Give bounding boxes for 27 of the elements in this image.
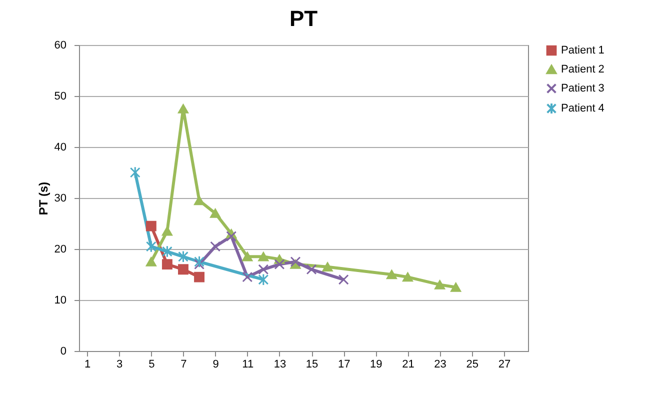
x-tick-label: 21 (402, 358, 414, 370)
y-axis-title: PT (s) (36, 182, 50, 216)
legend-label: Patient 2 (561, 64, 604, 76)
x-tick-label: 17 (338, 358, 350, 370)
y-tick-label: 30 (54, 192, 66, 204)
legend-label: Patient 1 (561, 44, 604, 56)
x-tick-label: 5 (148, 358, 155, 370)
x-tick-label: 13 (274, 358, 286, 370)
y-tick-label: 20 (54, 244, 66, 256)
y-tick-label: 40 (54, 142, 66, 154)
legend-label: Patient 4 (561, 102, 604, 114)
x-tick-label: 25 (466, 358, 478, 370)
y-tick-label: 0 (60, 346, 66, 358)
x-tick-label: 3 (116, 358, 123, 370)
chart-title: PT (289, 6, 318, 31)
x-tick-label: 15 (306, 358, 318, 370)
x-tick-label: 19 (370, 358, 382, 370)
legend-label: Patient 3 (561, 82, 604, 94)
x-tick-label: 11 (242, 358, 254, 370)
y-tick-label: 10 (54, 294, 66, 306)
x-tick-label: 27 (498, 358, 511, 370)
x-tick-label: 1 (84, 358, 91, 370)
x-tick-label: 9 (212, 358, 219, 370)
x-tick-label: 7 (180, 358, 187, 370)
x-tick-label: 23 (434, 358, 446, 370)
y-tick-label: 50 (54, 90, 66, 102)
y-tick-label: 60 (54, 40, 66, 52)
